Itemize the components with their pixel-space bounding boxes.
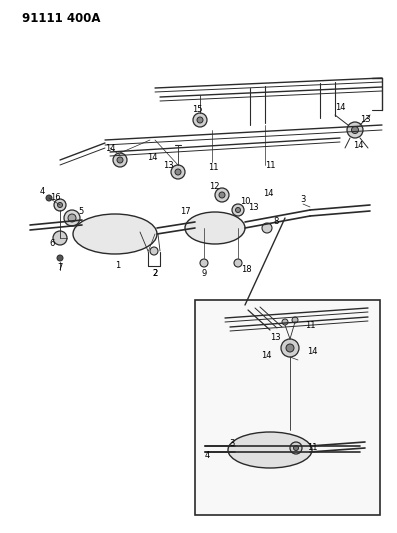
Ellipse shape: [185, 212, 245, 244]
Text: 12: 12: [209, 182, 219, 190]
Ellipse shape: [68, 214, 76, 222]
Ellipse shape: [171, 165, 185, 179]
Text: 14: 14: [307, 348, 317, 357]
Text: 14: 14: [261, 351, 271, 359]
Ellipse shape: [262, 223, 272, 233]
Ellipse shape: [64, 210, 80, 226]
Ellipse shape: [293, 446, 299, 450]
Text: 13: 13: [360, 116, 370, 125]
Ellipse shape: [46, 195, 52, 201]
Text: 3: 3: [300, 196, 306, 205]
Text: 11: 11: [208, 163, 218, 172]
Text: 13: 13: [163, 160, 173, 169]
Ellipse shape: [235, 207, 241, 213]
Text: 17: 17: [180, 207, 190, 216]
Ellipse shape: [193, 113, 207, 127]
Ellipse shape: [53, 231, 67, 245]
Ellipse shape: [219, 192, 225, 198]
Ellipse shape: [175, 169, 181, 175]
Text: 15: 15: [192, 106, 202, 115]
Ellipse shape: [57, 255, 63, 261]
Ellipse shape: [215, 188, 229, 202]
Text: 10: 10: [240, 197, 250, 206]
Text: 18: 18: [241, 265, 251, 274]
Text: 1: 1: [116, 262, 121, 271]
Text: 91111 400A: 91111 400A: [22, 12, 100, 25]
Text: 14: 14: [263, 190, 273, 198]
Ellipse shape: [351, 126, 358, 133]
Ellipse shape: [117, 157, 123, 163]
Text: 13: 13: [270, 334, 280, 343]
Ellipse shape: [290, 442, 302, 454]
Text: 14: 14: [105, 143, 115, 152]
Text: 16: 16: [50, 192, 60, 201]
Text: 4: 4: [39, 188, 44, 197]
Ellipse shape: [282, 319, 288, 325]
Ellipse shape: [58, 203, 62, 207]
Text: 11: 11: [307, 443, 317, 453]
Text: 8: 8: [273, 217, 279, 227]
Ellipse shape: [281, 339, 299, 357]
Ellipse shape: [232, 204, 244, 216]
Text: 2: 2: [152, 270, 158, 279]
Text: 11: 11: [305, 320, 315, 329]
Ellipse shape: [228, 432, 312, 468]
Text: 9: 9: [201, 269, 206, 278]
Text: 3: 3: [229, 439, 235, 448]
Text: 6: 6: [49, 239, 55, 248]
Ellipse shape: [286, 344, 294, 352]
Ellipse shape: [347, 122, 363, 138]
Ellipse shape: [54, 199, 66, 211]
Text: 2: 2: [152, 270, 158, 279]
Text: 5: 5: [78, 207, 84, 216]
Text: 14: 14: [147, 154, 157, 163]
Ellipse shape: [73, 214, 157, 254]
Text: 7: 7: [57, 263, 63, 272]
Ellipse shape: [234, 259, 242, 267]
Ellipse shape: [197, 117, 203, 123]
Text: 11: 11: [265, 160, 275, 169]
Ellipse shape: [292, 317, 298, 323]
Bar: [195, 300, 380, 515]
Text: 14: 14: [353, 141, 363, 149]
Text: 13: 13: [248, 204, 258, 213]
Text: 4: 4: [204, 450, 210, 459]
Text: 14: 14: [335, 103, 345, 112]
Ellipse shape: [200, 259, 208, 267]
Ellipse shape: [150, 247, 158, 255]
Ellipse shape: [113, 153, 127, 167]
